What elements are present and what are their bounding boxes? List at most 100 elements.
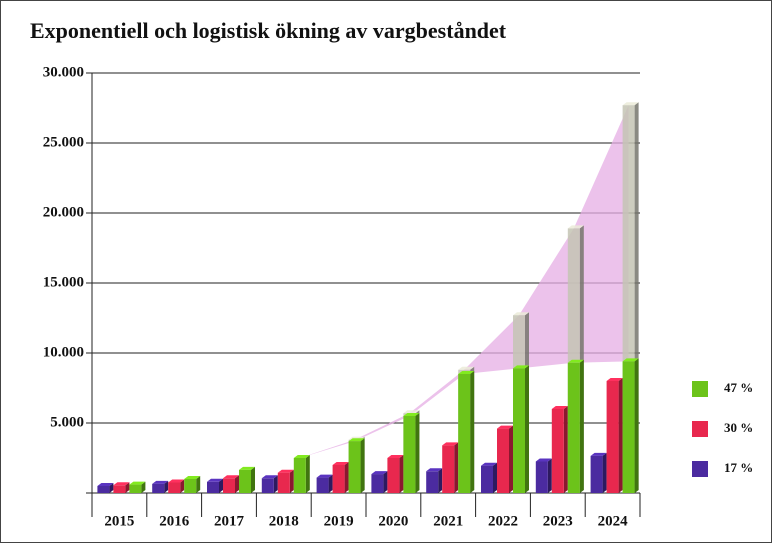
- bar: [129, 484, 142, 493]
- y-tick-label: 25.000: [43, 134, 84, 150]
- bar: [277, 472, 290, 493]
- bar-top: [223, 475, 239, 479]
- bar: [348, 441, 361, 493]
- bar-side: [454, 442, 459, 493]
- bar-top: [535, 458, 552, 462]
- bar-top: [293, 455, 310, 458]
- bar: [551, 409, 564, 493]
- bar: [497, 428, 509, 493]
- bar-side: [125, 482, 130, 493]
- x-tick-label: 2015: [104, 513, 134, 529]
- bar-side: [141, 481, 146, 493]
- bar-side: [273, 475, 278, 493]
- bar: [223, 478, 235, 493]
- x-tick-label: 2022: [488, 513, 518, 529]
- bar-top: [207, 478, 223, 482]
- y-tick-label: 5.000: [50, 414, 84, 430]
- bar: [316, 477, 329, 493]
- ghost-bar-top: [622, 102, 639, 106]
- bar-top: [184, 476, 201, 479]
- bar-side: [360, 438, 365, 493]
- bar: [261, 478, 274, 493]
- legend-swatch: [692, 381, 708, 397]
- bar-side: [251, 466, 255, 493]
- bar: [168, 482, 181, 493]
- bar-top: [152, 480, 169, 484]
- chart-title: Exponentiell och logistisk ökning av var…: [30, 18, 507, 43]
- y-tick-label: 10.000: [43, 344, 84, 360]
- bar-top: [497, 425, 513, 429]
- y-tick-label: 20.000: [43, 204, 84, 220]
- bar-top: [168, 479, 185, 483]
- x-tick-label: 2017: [214, 513, 245, 529]
- bar-side: [579, 359, 584, 493]
- x-tick-label: 2021: [433, 513, 463, 529]
- bar: [606, 381, 619, 493]
- bar-side: [618, 378, 623, 493]
- bar-side: [525, 365, 529, 493]
- bar-side: [305, 455, 310, 493]
- legend-swatch: [692, 421, 708, 437]
- bar: [622, 361, 635, 493]
- bar-top: [239, 466, 255, 470]
- growth-band: [299, 105, 629, 458]
- legend-label: 47 %: [724, 380, 753, 395]
- bar-side: [328, 474, 333, 493]
- bar-top: [316, 474, 333, 478]
- legend-swatch: [692, 461, 708, 477]
- bar-top: [426, 468, 443, 472]
- bar-top: [551, 406, 568, 409]
- ghost-bar-top: [458, 366, 475, 370]
- ghost-bar-top: [403, 410, 420, 414]
- bar-top: [97, 483, 114, 486]
- bar: [371, 474, 384, 493]
- bar-side: [509, 425, 513, 493]
- bar-top: [442, 442, 459, 446]
- bar-side: [493, 462, 497, 493]
- y-tick-label: 30.000: [43, 64, 84, 80]
- bar-top: [261, 475, 278, 479]
- bar: [442, 445, 455, 493]
- bar-side: [180, 479, 185, 493]
- bar-side: [547, 458, 552, 493]
- bar: [426, 471, 439, 493]
- bar-side: [109, 483, 114, 493]
- bar-side: [634, 358, 639, 493]
- ghost-bar-top: [567, 225, 584, 229]
- bar-top: [403, 413, 420, 416]
- legend-label: 30 %: [724, 420, 753, 435]
- bar-top: [567, 359, 584, 363]
- bar-side: [399, 455, 404, 493]
- bar-side: [344, 462, 349, 493]
- bar-side: [164, 480, 169, 493]
- x-tick-label: 2018: [269, 513, 299, 529]
- bar-top: [622, 358, 639, 362]
- bar-side: [235, 475, 239, 493]
- ghost-bar-top: [513, 312, 529, 316]
- bar-top: [590, 452, 607, 456]
- bar-top: [277, 469, 294, 473]
- bar-side: [602, 452, 607, 493]
- bar: [387, 458, 400, 493]
- bar: [184, 479, 197, 493]
- bar: [97, 486, 110, 493]
- bar-top: [332, 462, 349, 465]
- x-tick-label: 2023: [543, 513, 573, 529]
- bar-top: [606, 378, 623, 381]
- bar-top: [387, 455, 404, 458]
- x-tick-label: 2020: [378, 513, 408, 529]
- bar-top: [348, 438, 365, 442]
- bar-side: [470, 371, 475, 493]
- bar: [152, 483, 165, 493]
- bar: [293, 458, 306, 493]
- legend-label: 17 %: [724, 460, 753, 475]
- bar-side: [415, 413, 420, 493]
- bar: [458, 374, 471, 493]
- x-tick-label: 2019: [324, 513, 354, 529]
- bar: [113, 485, 126, 493]
- bar-side: [196, 476, 201, 493]
- bar-side: [289, 469, 294, 493]
- bar: [513, 368, 525, 493]
